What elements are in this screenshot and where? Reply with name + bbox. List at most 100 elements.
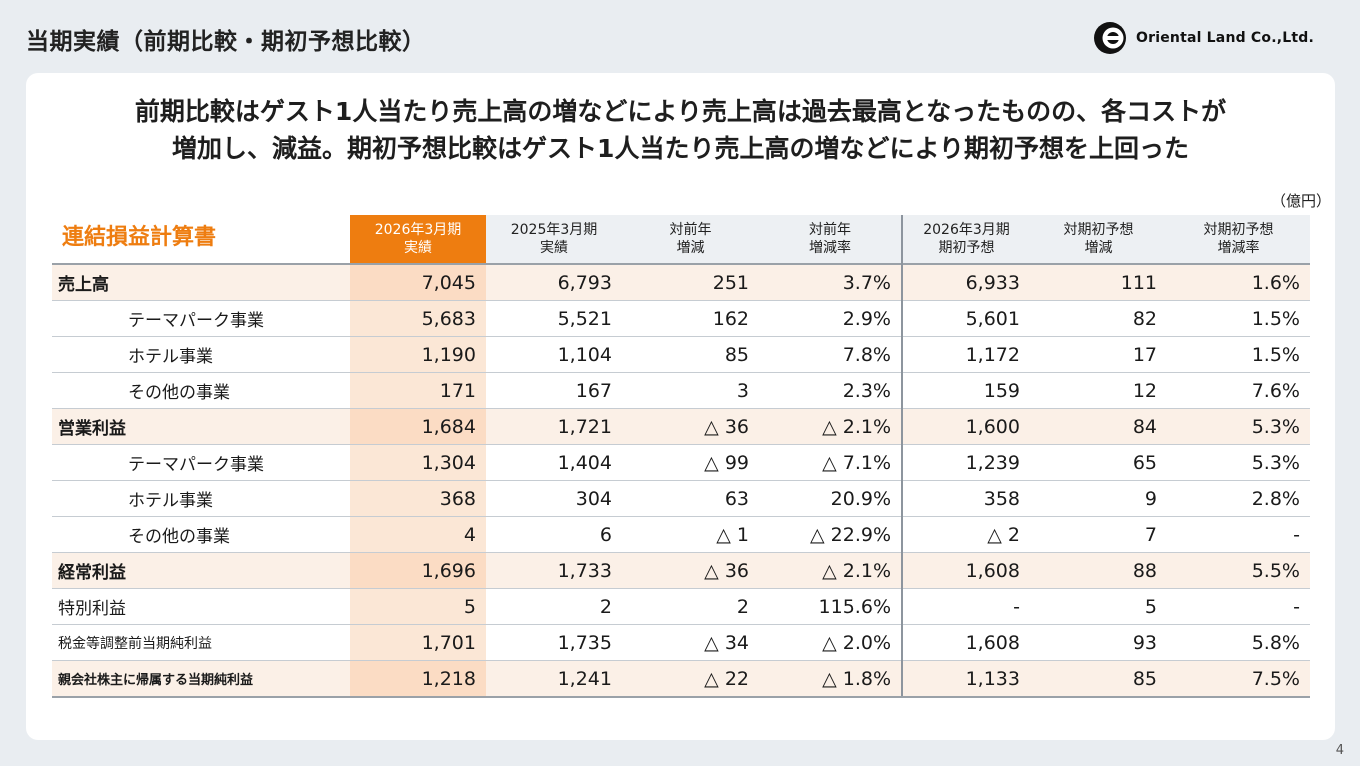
table-row: テーマパーク事業 1,304 1,404 △ 99 △ 7.1% 1,239 65 5.3% <box>52 444 1310 481</box>
unit-label: （億円） <box>1271 192 1332 210</box>
logo-text: Oriental Land Co.,Ltd. <box>1136 30 1314 46</box>
table-cell: 3 <box>622 372 759 409</box>
column-header-line-2: 増減率 <box>809 240 851 256</box>
table-cell: 1,608 <box>901 552 1030 589</box>
table-cell: 6 <box>486 516 622 553</box>
table-cell: 5 <box>350 588 486 625</box>
statement-title-cell: 連結損益計算書 <box>52 215 350 264</box>
column-header-line-1: 2026年3月期 <box>923 222 1010 238</box>
table-cell: 251 <box>622 263 759 301</box>
table-cell: 1,190 <box>350 336 486 373</box>
column-header: 対期初予想 増減率 <box>1167 215 1310 264</box>
table-cell: 85 <box>622 336 759 373</box>
table-cell: 85 <box>1030 660 1167 698</box>
column-header-line-1: 対前年 <box>809 222 851 238</box>
column-header-line-1: 2025年3月期 <box>510 222 598 238</box>
table-cell: 5.5% <box>1167 552 1310 589</box>
column-header-line-2: 期初予想 <box>938 240 995 256</box>
row-label: その他の事業 <box>52 516 350 553</box>
table-cell: 1,133 <box>901 660 1030 698</box>
table-cell: 1.5% <box>1167 336 1310 373</box>
table-cell: 111 <box>1030 263 1167 301</box>
table-cell: 2 <box>486 588 622 625</box>
column-header-line-1: 対前年 <box>669 222 712 238</box>
table-cell: △ 2 <box>901 516 1030 553</box>
table-cell: 5,521 <box>486 300 622 337</box>
table-cell: △ 2.1% <box>759 552 902 589</box>
headline-line-1: 前期比較はゲスト1人当たり売上高の増などにより売上高は過去最高となったものの、各… <box>134 97 1227 126</box>
table-cell: 6,933 <box>901 263 1030 301</box>
table-cell: 3.7% <box>759 263 902 301</box>
table-cell: 1.5% <box>1167 300 1310 337</box>
table-cell: 2 <box>622 588 759 625</box>
column-header-line-1: 対期初予想 <box>1203 222 1274 238</box>
table-row: 税金等調整前当期純利益 1,701 1,735 △ 34 △ 2.0% 1,608 93 5.… <box>52 624 1310 661</box>
table-row: その他の事業 171 167 3 2.3% 159 12 7.6% <box>52 372 1310 409</box>
table-cell: 1,218 <box>350 660 486 698</box>
table-body: 売上高 7,045 6,793 251 3.7% 6,933 111 1.6% テーマパーク事業… <box>52 263 1310 698</box>
table-cell: 82 <box>1030 300 1167 337</box>
table-row: 特別利益 5 2 2 115.6% -5- <box>52 588 1310 625</box>
table-cell: 5 <box>1030 588 1167 625</box>
row-label: 特別利益 <box>52 588 350 625</box>
table-row: 親会社株主に帰属する当期純利益 1,218 1,241 △ 22 △ 1.8% 1,133… <box>52 660 1310 698</box>
income-statement-table: 連結損益計算書 2026年3月期 実績 2025年3月期 実績 対前年 増減 対前年増… <box>52 215 1310 698</box>
table-cell: 1,684 <box>350 408 486 445</box>
column-header-line-2: 実績 <box>540 240 568 256</box>
table-cell: 93 <box>1030 624 1167 661</box>
table-cell: 2.8% <box>1167 480 1310 517</box>
row-label: ホテル事業 <box>52 336 350 373</box>
row-label: 親会社株主に帰属する当期純利益 <box>52 660 350 698</box>
company-logo: Oriental Land Co.,Ltd. <box>1092 20 1314 56</box>
headline-line-2: 増加し、減益。期初予想比較はゲスト1人当たり売上高の増などにより期初予想を上回っ… <box>172 134 1189 163</box>
table-cell: 358 <box>901 480 1030 517</box>
table-row: ホテル事業 1,190 1,104 85 7.8% 1,172 17 1.5% <box>52 336 1310 373</box>
table-cell: 5,683 <box>350 300 486 337</box>
table-cell: △ 36 <box>622 408 759 445</box>
column-header: 2026年3月期 実績 <box>350 215 486 264</box>
table-cell: 1,733 <box>486 552 622 589</box>
table-row: 営業利益 1,684 1,721 △ 36 △ 2.1% 1,600 84 5.3% <box>52 408 1310 445</box>
table-row: 経常利益 1,696 1,733 △ 36 △ 2.1% 1,608 88 5.5% <box>52 552 1310 589</box>
table-cell: 88 <box>1030 552 1167 589</box>
table-cell: 63 <box>622 480 759 517</box>
table-cell: 1,304 <box>350 444 486 481</box>
table-row: 売上高 7,045 6,793 251 3.7% 6,933 111 1.6% <box>52 263 1310 301</box>
table-cell: 6,793 <box>486 263 622 301</box>
table-cell: △ 99 <box>622 444 759 481</box>
table-cell: 5.8% <box>1167 624 1310 661</box>
column-header-line-1: 2026年3月期 <box>374 222 462 238</box>
table-cell: 12 <box>1030 372 1167 409</box>
table-cell: △ 22.9% <box>759 516 902 553</box>
column-header: 対前年 増減率 <box>759 215 902 264</box>
table-cell: 7.8% <box>759 336 902 373</box>
table-cell: △ 1 <box>622 516 759 553</box>
page-title: 当期実績（前期比較・期初予想比較） <box>26 29 426 55</box>
row-label: テーマパーク事業 <box>52 444 350 481</box>
column-header-line-2: 実績 <box>404 240 432 256</box>
table-cell: 1,600 <box>901 408 1030 445</box>
table-cell: 162 <box>622 300 759 337</box>
table-cell: - <box>1167 516 1310 553</box>
table-cell: △ 1.8% <box>759 660 902 698</box>
headline: 前期比較はゲスト1人当たり売上高の増などにより売上高は過去最高となったものの、各… <box>26 93 1335 167</box>
row-label: テーマパーク事業 <box>52 300 350 337</box>
column-header: 2026年3月期 期初予想 <box>901 215 1030 264</box>
column-header-line-1: 対期初予想 <box>1063 222 1134 238</box>
table-cell: 20.9% <box>759 480 902 517</box>
table-cell: 2.3% <box>759 372 902 409</box>
column-header: 2025年3月期 実績 <box>486 215 622 264</box>
statement-title: 連結損益計算書 <box>62 225 217 250</box>
table-cell: 171 <box>350 372 486 409</box>
table-cell: 9 <box>1030 480 1167 517</box>
row-label: ホテル事業 <box>52 480 350 517</box>
content-card: 前期比較はゲスト1人当たり売上高の増などにより売上高は過去最高となったものの、各… <box>26 73 1335 740</box>
table-cell: △ 34 <box>622 624 759 661</box>
table-header-row: 連結損益計算書 2026年3月期 実績 2025年3月期 実績 対前年 増減 対前年増… <box>52 215 1310 264</box>
table-cell: △ 2.1% <box>759 408 902 445</box>
table-cell: 1,701 <box>350 624 486 661</box>
table-cell: 5.3% <box>1167 444 1310 481</box>
table-cell: 17 <box>1030 336 1167 373</box>
table-cell: - <box>901 588 1030 625</box>
